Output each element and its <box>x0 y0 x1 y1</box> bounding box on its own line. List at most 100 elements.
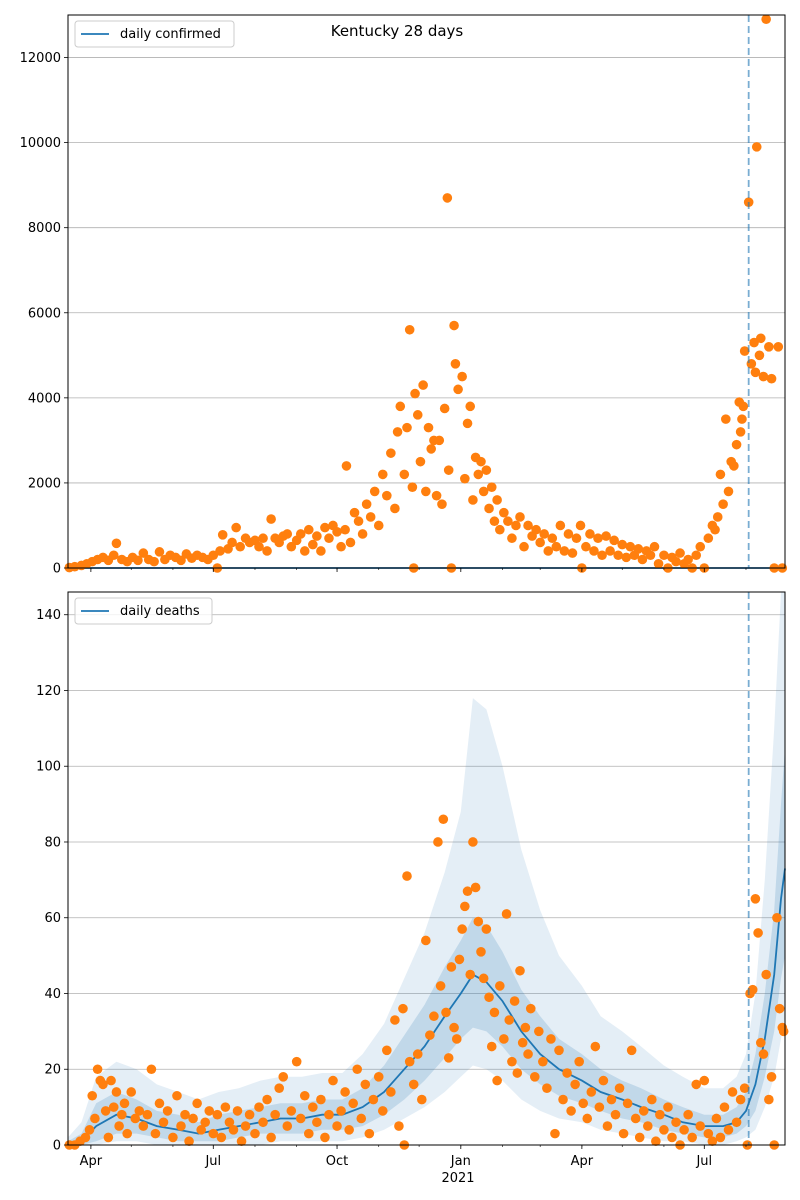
observed-point <box>418 380 428 390</box>
observed-point <box>499 1034 509 1044</box>
observed-point <box>634 1132 645 1143</box>
x-year-label: 2021 <box>441 1171 474 1186</box>
observed-point <box>382 1045 392 1056</box>
observed-point <box>460 901 470 912</box>
observed-point <box>582 1113 593 1124</box>
observed-point <box>134 1106 145 1116</box>
y-tick-label: 10000 <box>20 136 61 151</box>
observed-point <box>402 422 412 433</box>
observed-point <box>586 1087 597 1097</box>
observed-point <box>478 486 489 497</box>
observed-point <box>244 1109 255 1120</box>
observed-point <box>373 1072 384 1082</box>
confirmed-y-ticks: 0 2000 4000 6000 8000 10000 12000 <box>20 51 68 577</box>
y-tick-label: 12000 <box>20 51 61 66</box>
observed-point <box>312 531 322 541</box>
observed-point <box>390 503 400 514</box>
observed-point <box>449 1022 459 1033</box>
observed-point <box>719 1102 730 1112</box>
observed-point <box>154 547 165 557</box>
observed-point <box>563 529 574 539</box>
observed-point <box>377 469 388 480</box>
observed-point <box>594 1102 605 1112</box>
observed-point <box>258 1117 268 1128</box>
observed-point <box>303 1128 314 1139</box>
observed-point <box>404 324 415 335</box>
y-tick-label: 4000 <box>28 391 61 406</box>
observed-point <box>426 444 437 454</box>
observed-point <box>299 1090 310 1101</box>
observed-point <box>523 520 533 531</box>
observed-point <box>402 871 412 881</box>
observed-point <box>345 537 356 548</box>
observed-point <box>473 916 484 927</box>
observed-point <box>683 554 693 565</box>
observed-point <box>364 1128 375 1139</box>
observed-point <box>254 541 264 552</box>
observed-point <box>571 533 582 544</box>
observed-point <box>353 516 364 527</box>
observed-point <box>146 1064 157 1075</box>
observed-point <box>270 1109 280 1120</box>
observed-point <box>435 981 446 991</box>
observed-point <box>423 422 434 433</box>
observed-point <box>758 1049 769 1059</box>
observed-point <box>520 1022 531 1033</box>
observed-point <box>450 359 461 369</box>
observed-point <box>373 520 384 531</box>
observed-point <box>299 546 310 556</box>
deaths-observed-points <box>64 814 789 1150</box>
observed-point <box>630 1113 641 1124</box>
observed-point <box>442 193 453 203</box>
observed-point <box>332 1121 342 1131</box>
observed-point <box>645 550 656 561</box>
observed-point <box>585 529 595 539</box>
observed-point <box>386 1087 396 1097</box>
observed-point <box>503 516 513 527</box>
observed-point <box>291 1056 302 1067</box>
confirmed-legend: daily confirmed <box>74 20 235 48</box>
observed-point <box>581 541 591 552</box>
observed-point <box>542 1083 552 1093</box>
observed-point <box>495 524 505 535</box>
observed-point <box>439 403 450 414</box>
y-tick-label: 140 <box>36 608 61 623</box>
y-tick-label: 100 <box>36 760 61 775</box>
observed-point <box>138 1121 149 1131</box>
observed-point <box>597 550 607 561</box>
observed-point <box>119 1098 130 1109</box>
observed-point <box>649 541 660 552</box>
observed-point <box>215 546 225 556</box>
observed-point <box>492 495 502 505</box>
observed-point <box>523 1049 533 1059</box>
observed-point <box>610 1109 621 1120</box>
deaths-legend-label: daily deaths <box>120 604 200 619</box>
observed-point <box>558 1094 568 1105</box>
observed-point <box>606 1094 617 1105</box>
y-tick-label: 40 <box>44 987 61 1002</box>
observed-point <box>108 1102 119 1112</box>
observed-point <box>142 1109 153 1120</box>
observed-point <box>200 1117 211 1128</box>
observed-point <box>316 1094 326 1105</box>
observed-point <box>220 1102 231 1112</box>
observed-point <box>691 550 702 561</box>
observed-point <box>468 495 478 505</box>
observed-point <box>601 531 611 541</box>
inner-uncertainty-band <box>68 747 785 1145</box>
observed-point <box>578 1098 589 1109</box>
observed-point <box>188 1113 198 1124</box>
observed-point <box>98 1079 108 1090</box>
observed-point <box>382 490 392 501</box>
x-tick-label: Jul <box>695 1154 712 1169</box>
observed-point <box>735 1094 746 1105</box>
observed-point <box>240 1121 251 1131</box>
observed-point <box>501 909 512 919</box>
observed-point <box>618 1128 629 1139</box>
observed-point <box>208 1128 219 1139</box>
observed-point <box>217 530 228 540</box>
observed-point <box>625 541 636 552</box>
observed-point <box>441 1007 451 1018</box>
